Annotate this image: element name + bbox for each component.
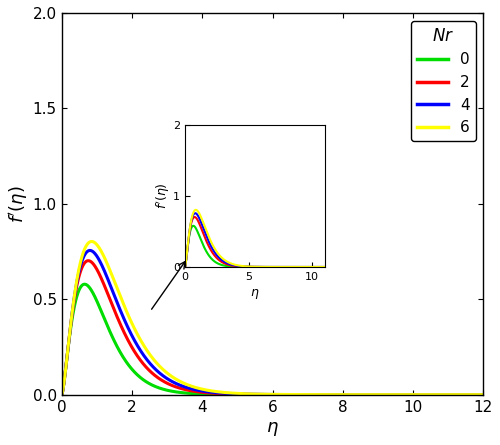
X-axis label: $\eta$: $\eta$ — [266, 420, 279, 438]
X-axis label: $\eta$: $\eta$ — [250, 287, 260, 301]
Y-axis label: $f^{\prime}(\eta)$: $f^{\prime}(\eta)$ — [154, 182, 172, 209]
Y-axis label: $f^{\prime}(\eta)$: $f^{\prime}(\eta)$ — [7, 185, 30, 222]
Legend: 0, 2, 4, 6: 0, 2, 4, 6 — [411, 20, 476, 142]
